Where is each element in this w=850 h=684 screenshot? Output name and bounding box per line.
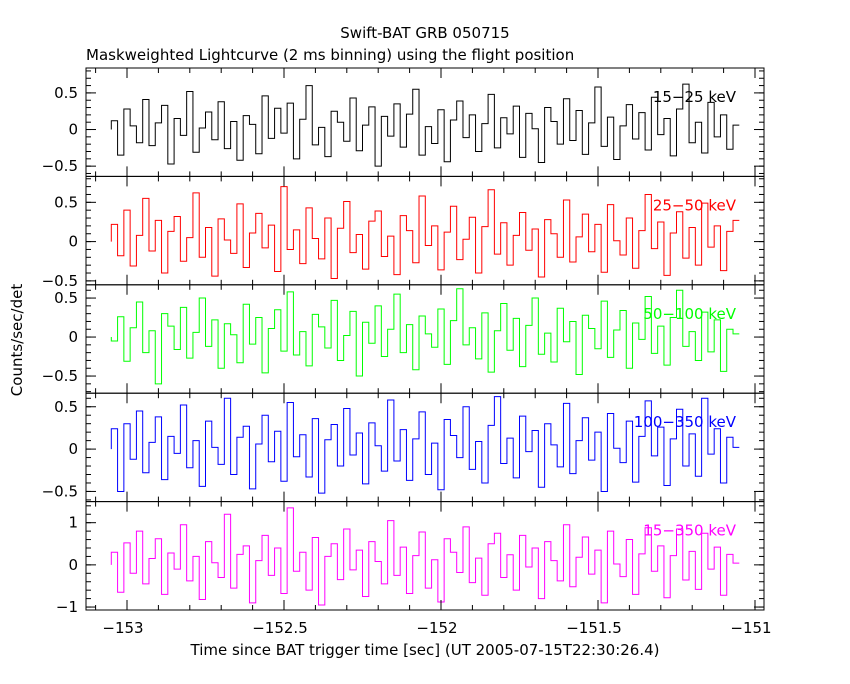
panel-2: −0.5 0 0.5 50−100 keV — [42, 284, 765, 394]
band-label: 100−350 keV — [634, 413, 737, 431]
y-tick-label: 0.5 — [54, 289, 78, 307]
y-tick-label: 0 — [68, 328, 78, 346]
y-axis-label: Counts/sec/det — [8, 284, 26, 397]
y-tick-label: −1 — [56, 598, 78, 616]
x-tick-label: −151.5 — [566, 619, 622, 637]
y-tick-label: 0.5 — [54, 84, 78, 102]
chart-title: Swift-BAT GRB 050715 — [340, 24, 509, 42]
y-tick-label: −0.5 — [42, 272, 78, 290]
series-line — [110, 507, 740, 606]
y-tick-label: 0 — [68, 233, 78, 251]
y-tick-label: −0.5 — [42, 367, 78, 385]
band-label: 15−350 keV — [643, 522, 736, 540]
band-label: 50−100 keV — [643, 305, 736, 323]
panel-frame — [85, 284, 765, 394]
y-tick-label: 1 — [68, 514, 78, 532]
y-tick-label: 0.5 — [54, 193, 78, 211]
panel-frame — [85, 501, 765, 611]
x-tick-label: −152 — [416, 619, 457, 637]
x-axis-label: Time since BAT trigger time [sec] (UT 20… — [190, 641, 660, 659]
series-line — [110, 288, 740, 385]
series-line — [110, 83, 740, 167]
panel-4: −1 0 1 15−350 keV — [56, 501, 765, 616]
x-tick-label: −152.5 — [252, 619, 308, 637]
x-tick-label: −151 — [730, 619, 771, 637]
x-tick-label: −153 — [102, 619, 143, 637]
band-label: 15−25 keV — [653, 88, 737, 106]
panel-3: −0.5 0 0.5 100−350 keV — [42, 392, 765, 503]
panel-0: −0.5 0 0.5 15−25 keV — [42, 67, 765, 177]
y-tick-label: 0 — [68, 556, 78, 574]
panel-frame — [85, 67, 765, 177]
y-tick-label: 0 — [68, 121, 78, 139]
y-tick-label: −0.5 — [42, 482, 78, 500]
chart-subtitle: Maskweighted Lightcurve (2 ms binning) u… — [86, 46, 574, 64]
series-line — [110, 396, 740, 494]
y-tick-label: −0.5 — [42, 157, 78, 175]
band-label: 25−50 keV — [653, 196, 737, 214]
panel-1: −0.5 0 0.5 25−50 keV — [42, 175, 765, 290]
y-tick-label: 0.5 — [54, 398, 78, 416]
y-tick-label: 0 — [68, 440, 78, 458]
series-line — [110, 186, 740, 280]
